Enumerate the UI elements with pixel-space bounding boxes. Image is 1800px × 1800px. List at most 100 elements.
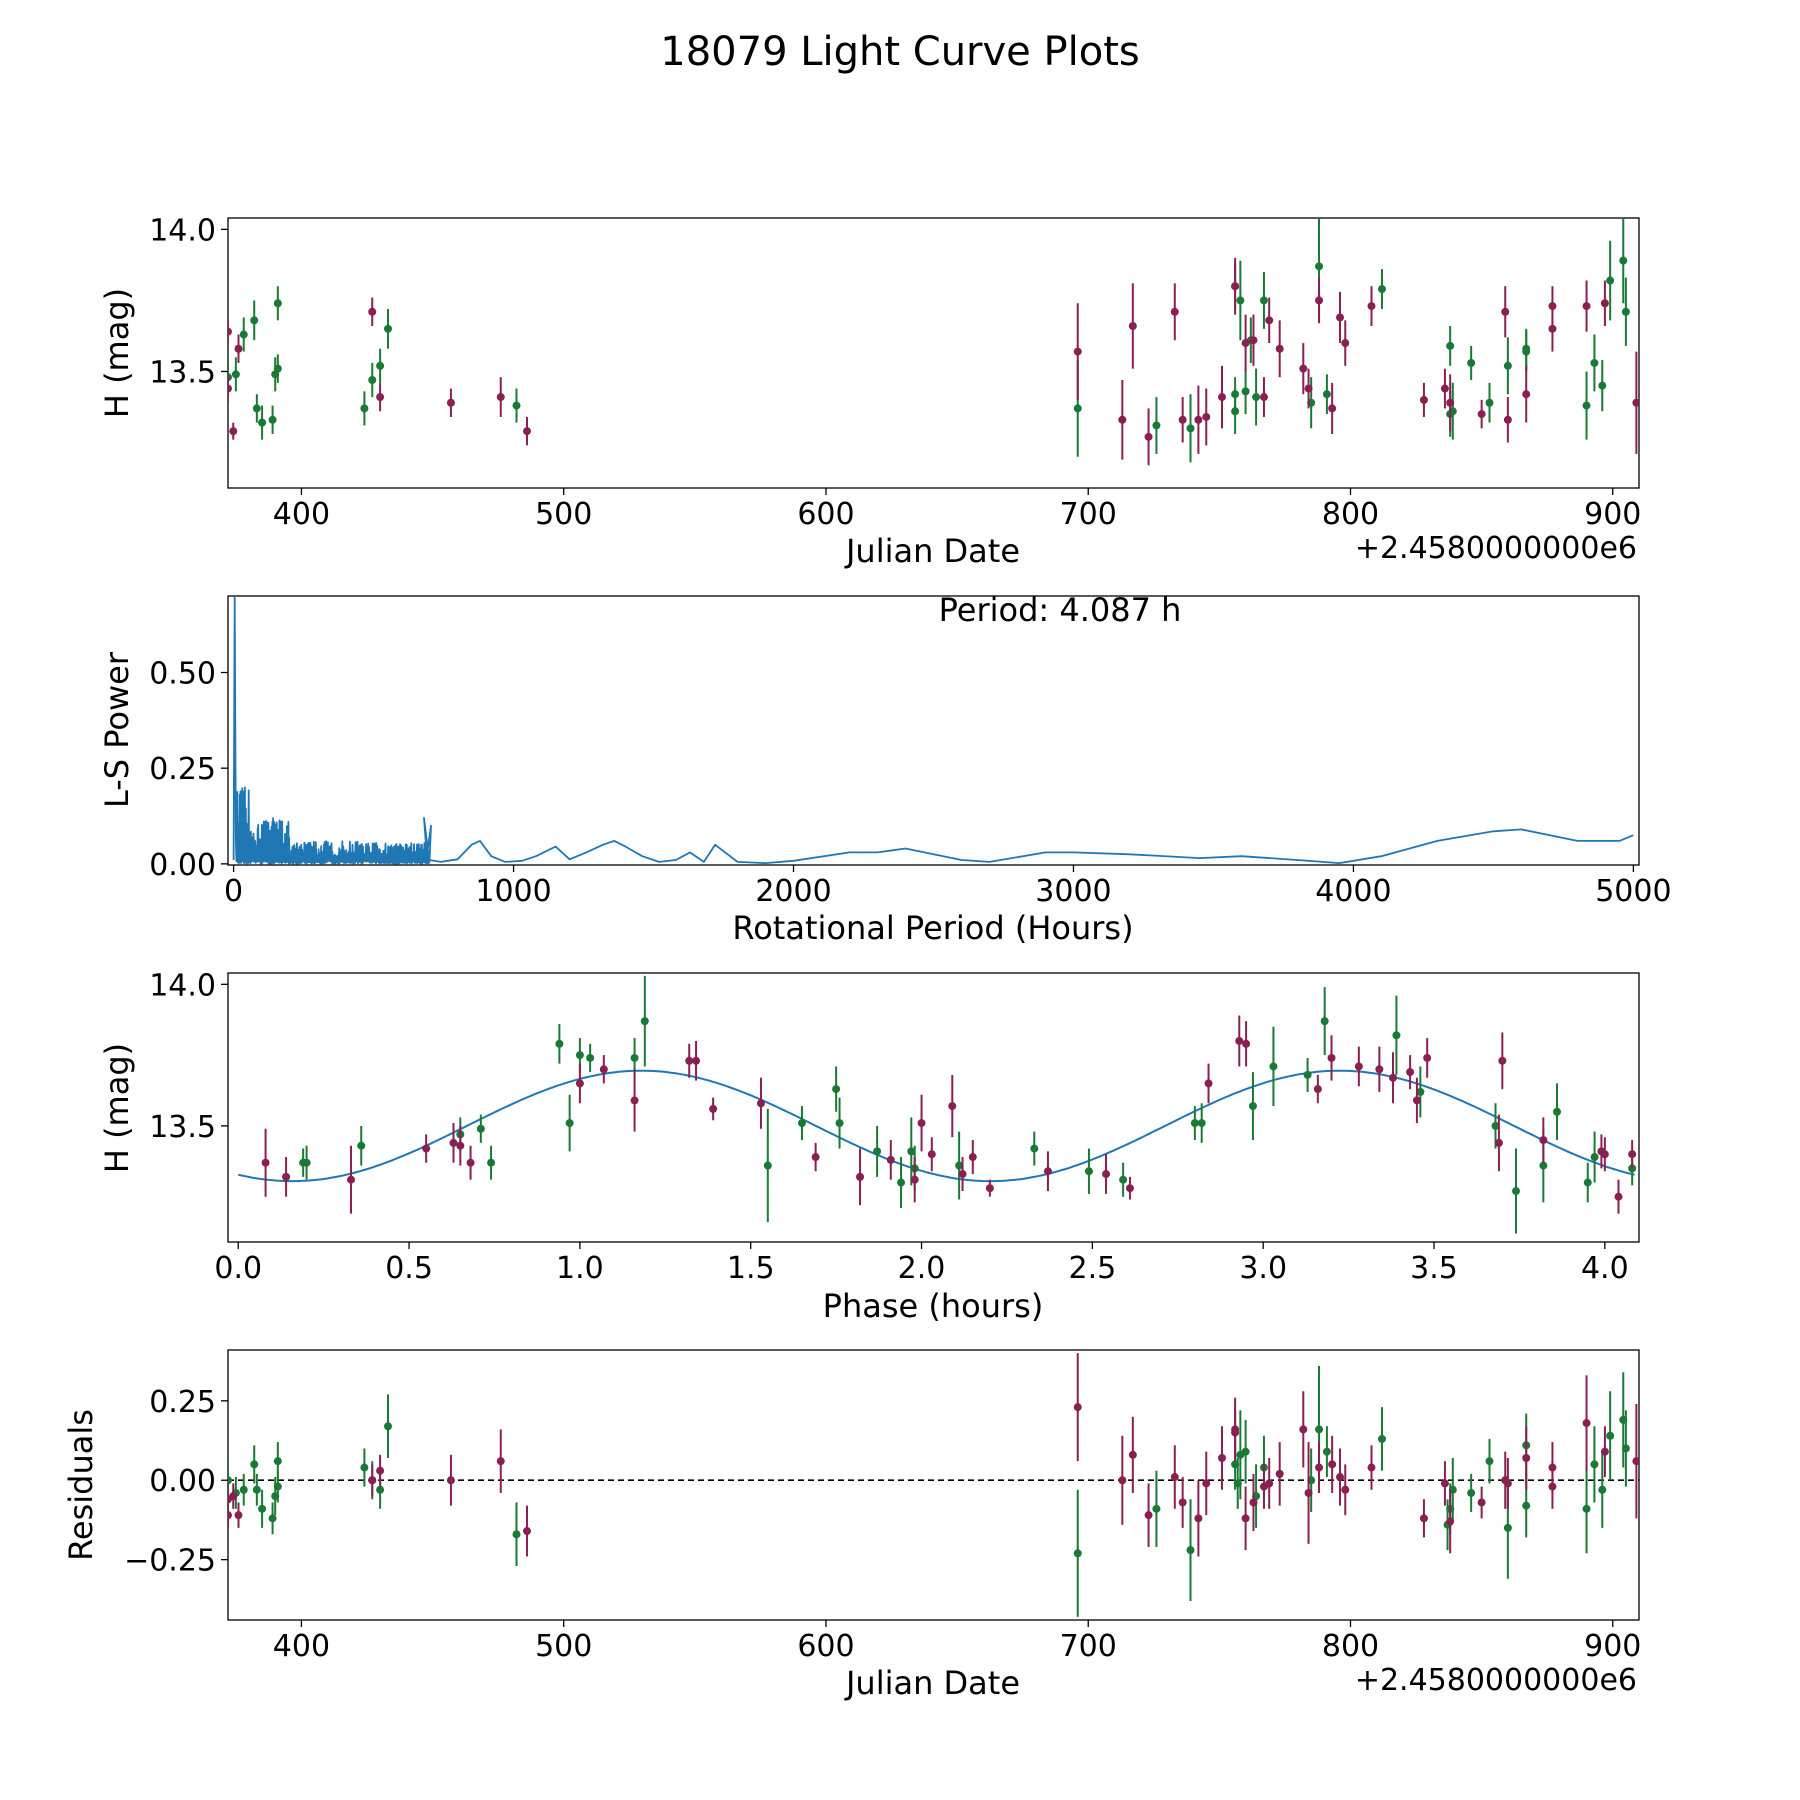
y-tick-label: 14.0 [149,968,216,1003]
data-point [1539,1161,1548,1170]
data-point [1354,1062,1363,1071]
data-point [1632,1457,1639,1466]
data-point [1241,387,1250,396]
data-point [897,1178,906,1187]
x-tick-label: 4000 [1315,874,1391,909]
data-point [1503,361,1512,370]
data-point [1367,302,1376,311]
data-point [1259,393,1268,402]
data-point [1406,1068,1415,1077]
lightcurve-panel: Julian Date +2.4580000000e6 H (mag) 400 5… [98,213,1641,570]
data-point [1197,1119,1206,1128]
data-point [1236,296,1245,305]
data-point [1235,1036,1244,1045]
data-point [1170,1473,1179,1482]
periodogram-xlabel: Rotational Period (Hours) [732,909,1133,947]
data-point [1315,296,1324,305]
data-point [1606,276,1615,285]
data-point [476,1124,485,1133]
data-point [252,404,261,413]
data-point [1600,299,1609,308]
data-point [302,1158,311,1167]
data-point [1419,1514,1428,1523]
residuals-x-offset: +2.4580000000e6 [1355,1663,1637,1698]
data-point [1600,1150,1609,1159]
data-point [1152,421,1161,430]
x-tick-label: 600 [797,497,854,532]
data-point [756,1099,765,1108]
data-point [449,1138,458,1147]
periodogram-frame [227,595,1640,866]
data-point [496,1457,505,1466]
data-point [1503,1523,1512,1532]
data-points [228,1353,1639,1617]
data-point [1467,1488,1476,1497]
data-point [1144,432,1153,441]
data-point [1242,1039,1251,1048]
data-point [487,1158,496,1167]
data-point [1440,1479,1449,1488]
lightcurve-xlabel: Julian Date [844,532,1020,570]
data-point [1259,296,1268,305]
data-point [1202,412,1211,421]
y-tick-label: 13.5 [149,1110,216,1145]
data-point [1315,1425,1324,1434]
data-point [376,1466,385,1475]
x-tick-label: 2.0 [898,1251,946,1286]
data-point [1598,1485,1607,1494]
data-point [360,404,369,413]
data-point [383,1422,392,1431]
lightcurve-frame [227,217,1640,489]
data-point [1503,1479,1512,1488]
data-point [1548,302,1557,311]
x-tick-label: 4.0 [1581,1251,1629,1286]
data-point [1467,358,1476,367]
data-point [1583,1178,1592,1187]
data-point [512,401,521,410]
period-annotation: Period: 4.087 h [939,591,1182,629]
data-point [1341,1485,1350,1494]
data-point [1315,1463,1324,1472]
data-point [360,1463,369,1472]
data-point [835,1119,844,1128]
data-point [261,1158,270,1167]
x-tick-label: 3000 [1035,874,1111,909]
x-tick-label: 600 [797,1629,854,1664]
data-point [1128,322,1137,330]
data-point [811,1153,820,1162]
data-point [1304,1488,1313,1497]
data-point [1494,1138,1503,1147]
data-point [446,1476,455,1485]
x-tick-label: 400 [273,497,330,532]
data-point [368,376,377,384]
data-point [1194,1514,1203,1523]
data-point [228,1476,232,1485]
data-point [1446,341,1455,350]
x-tick-label: 0.0 [214,1251,262,1286]
data-point [640,1017,649,1026]
data-point [383,324,392,333]
y-tick-label: 0.00 [149,848,216,883]
data-point [1241,1514,1250,1523]
data-point [1341,339,1350,348]
residuals-frame [227,1349,1640,1621]
data-point [1269,1062,1278,1071]
data-point [268,415,277,424]
data-point [685,1056,694,1065]
data-point [985,1184,994,1193]
data-point [1249,1498,1258,1507]
data-point [1073,404,1082,413]
data-point [229,1492,238,1501]
y-tick-label: 13.5 [149,355,216,390]
data-point [1241,339,1250,348]
data-point [368,307,377,316]
model-fit-curve [237,1069,1635,1183]
data-point [1336,313,1345,322]
data-point [1377,1434,1386,1443]
data-point [1144,1511,1153,1520]
data-point [1190,1119,1199,1128]
x-tick-label: 2000 [755,874,831,909]
data-point [948,1102,957,1111]
residuals-ylabel: Residuals [62,1409,100,1561]
x-tick-label: 3.0 [1239,1251,1287,1286]
